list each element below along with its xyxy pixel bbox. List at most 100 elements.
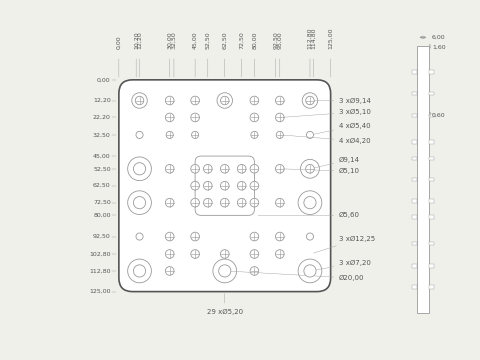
Bar (429, 285, 433, 289)
Text: 0,00: 0,00 (97, 77, 111, 82)
Circle shape (191, 181, 199, 190)
Text: 12,20: 12,20 (137, 32, 142, 49)
Bar (429, 157, 433, 160)
Circle shape (220, 250, 229, 258)
Circle shape (276, 165, 284, 173)
Circle shape (166, 232, 174, 241)
Circle shape (276, 131, 283, 139)
Bar (429, 70, 433, 74)
Circle shape (250, 113, 259, 122)
Circle shape (238, 165, 246, 173)
Circle shape (166, 267, 174, 275)
Circle shape (298, 259, 322, 283)
Circle shape (250, 232, 259, 241)
Circle shape (220, 198, 229, 207)
Circle shape (166, 165, 174, 173)
Bar (417, 46, 429, 313)
Text: 3 xØ7,20: 3 xØ7,20 (313, 260, 371, 270)
Circle shape (304, 265, 316, 277)
Circle shape (238, 181, 246, 190)
Circle shape (204, 165, 212, 173)
Bar (429, 264, 433, 267)
Circle shape (302, 93, 318, 108)
Bar (412, 114, 417, 117)
Text: 6,00: 6,00 (432, 35, 445, 40)
Bar (412, 215, 417, 219)
Circle shape (276, 198, 284, 207)
Bar (412, 199, 417, 203)
Circle shape (204, 181, 212, 190)
Circle shape (192, 131, 199, 139)
Bar (429, 178, 433, 181)
Bar (412, 242, 417, 246)
Text: 80,00: 80,00 (252, 32, 257, 49)
Text: 1,60: 1,60 (432, 45, 445, 50)
Circle shape (166, 250, 174, 258)
Circle shape (191, 232, 199, 241)
FancyBboxPatch shape (119, 80, 331, 292)
Text: Ø5,10: Ø5,10 (283, 168, 360, 174)
Text: 80,00: 80,00 (93, 213, 111, 218)
Circle shape (213, 259, 237, 283)
Text: 62,50: 62,50 (93, 183, 111, 188)
Circle shape (191, 165, 199, 173)
Text: 125,00: 125,00 (328, 28, 333, 49)
Text: 112,80: 112,80 (308, 28, 312, 49)
Text: 52,50: 52,50 (205, 32, 210, 49)
Circle shape (276, 250, 284, 258)
Text: 3 xØ5,10: 3 xØ5,10 (283, 109, 371, 117)
Text: 92,50: 92,50 (273, 32, 278, 49)
Bar (412, 70, 417, 74)
Circle shape (132, 93, 147, 108)
Circle shape (220, 165, 229, 173)
Bar (412, 178, 417, 181)
Circle shape (133, 265, 145, 277)
Text: 30,00: 30,00 (167, 32, 172, 49)
Bar (429, 140, 433, 144)
Text: 95,00: 95,00 (277, 32, 282, 49)
Text: 72,50: 72,50 (239, 32, 244, 49)
Circle shape (166, 198, 174, 207)
Circle shape (128, 191, 151, 215)
Text: 45,00: 45,00 (192, 32, 198, 49)
Circle shape (250, 96, 259, 105)
Circle shape (166, 96, 174, 105)
Text: 3 xØ9,14: 3 xØ9,14 (313, 98, 371, 104)
Text: 10,20: 10,20 (133, 32, 139, 49)
Text: 29 xØ5,20: 29 xØ5,20 (207, 293, 243, 315)
Bar (429, 114, 433, 117)
Bar (429, 242, 433, 246)
Circle shape (191, 198, 199, 207)
Circle shape (276, 113, 284, 122)
Circle shape (250, 250, 259, 258)
Bar (412, 140, 417, 144)
Circle shape (133, 163, 145, 175)
Circle shape (135, 96, 144, 105)
Circle shape (306, 96, 314, 105)
Text: 0,00: 0,00 (116, 36, 121, 49)
Circle shape (166, 113, 174, 122)
Circle shape (220, 96, 229, 105)
Circle shape (128, 259, 151, 283)
Circle shape (220, 181, 229, 190)
Circle shape (191, 250, 199, 258)
Circle shape (136, 131, 143, 139)
Circle shape (191, 113, 199, 122)
Circle shape (306, 165, 314, 173)
Circle shape (306, 131, 313, 139)
Circle shape (304, 197, 316, 209)
Text: 45,00: 45,00 (93, 154, 111, 158)
Text: 125,00: 125,00 (89, 289, 111, 294)
Circle shape (136, 233, 143, 240)
Text: 92,50: 92,50 (93, 234, 111, 239)
Circle shape (133, 197, 145, 209)
Text: 52,50: 52,50 (93, 166, 111, 171)
Circle shape (204, 198, 212, 207)
Circle shape (219, 265, 231, 277)
Text: 4 xØ4,20: 4 xØ4,20 (283, 135, 371, 144)
Circle shape (238, 198, 246, 207)
Circle shape (191, 96, 199, 105)
Text: 32,50: 32,50 (93, 132, 111, 138)
Bar (412, 285, 417, 289)
Text: 62,50: 62,50 (222, 32, 227, 49)
